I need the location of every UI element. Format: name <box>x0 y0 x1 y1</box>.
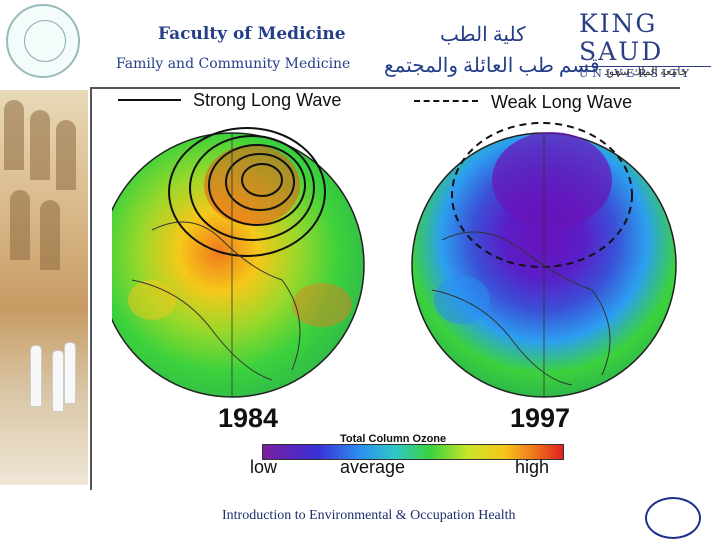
scale-high-label: high <box>515 457 550 477</box>
department-title: Family and Community Medicine <box>116 56 351 72</box>
person-figure <box>52 350 64 412</box>
university-logo: KING SAUD UNIVERSITY <box>579 10 711 80</box>
legend-dashed-line <box>414 100 478 102</box>
arabic-faculty-title: كلية الطب <box>440 24 526 46</box>
legend-solid-line <box>118 99 181 101</box>
page-number-oval <box>645 497 701 539</box>
sidebar <box>0 0 88 540</box>
arch-shape <box>40 200 60 270</box>
person-figure <box>30 345 42 407</box>
year-label-left: 1984 <box>218 403 279 433</box>
ozone-globes-figure <box>112 122 677 398</box>
arch-shape <box>10 190 30 260</box>
globe-1984 <box>112 127 365 398</box>
logo-text-bottom: UNIVERSITY <box>579 66 711 80</box>
university-seal-icon <box>6 4 80 78</box>
scale-average-label: average <box>340 457 406 477</box>
scale-low-label: low <box>250 457 278 477</box>
logo-text-top: KING SAUD <box>579 9 664 66</box>
arch-shape <box>4 100 24 170</box>
arabic-department-title: قسم طب العائلة والمجتمع <box>384 55 600 77</box>
person-figure <box>64 342 76 404</box>
year-label-right: 1997 <box>510 403 571 433</box>
seal-emblem-icon <box>24 20 66 62</box>
campus-photo <box>0 90 88 485</box>
divider-horizontal <box>90 87 680 89</box>
ozone-color-scale <box>262 444 564 460</box>
arch-shape <box>56 120 76 190</box>
divider-vertical <box>90 88 92 490</box>
legend-strong-long-wave: Strong Long Wave <box>193 90 342 110</box>
arch-shape <box>30 110 50 180</box>
faculty-title: Faculty of Medicine <box>158 24 346 44</box>
legend-weak-long-wave: Weak Long Wave <box>491 92 633 112</box>
university-arabic-name: جامعة الملك سعود <box>604 66 688 78</box>
course-title-footer: Introduction to Environmental & Occupati… <box>222 508 516 523</box>
scale-title: Total Column Ozone <box>340 433 447 445</box>
globe-1997 <box>411 122 677 398</box>
